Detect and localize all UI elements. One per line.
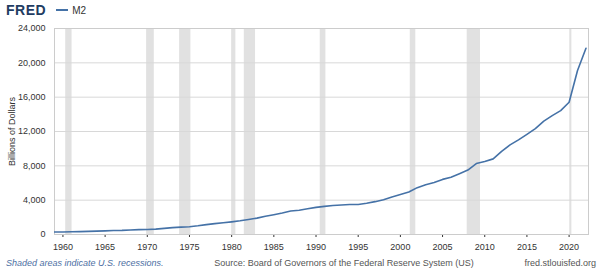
svg-text:Billions of Dollars: Billions of Dollars [7, 96, 17, 166]
html-text:M2: M2 [72, 4, 86, 16]
svg-text:20,000: 20,000 [18, 58, 46, 68]
svg-text:1990: 1990 [306, 242, 326, 252]
svg-text:1960: 1960 [53, 242, 73, 252]
svg-text:1985: 1985 [264, 242, 284, 252]
svg-text:2005: 2005 [433, 242, 453, 252]
svg-text:1980: 1980 [222, 242, 242, 252]
svg-text:8,000: 8,000 [23, 161, 46, 171]
svg-text:16,000: 16,000 [18, 92, 46, 102]
svg-text:12,000: 12,000 [18, 126, 46, 136]
svg-text:4,000: 4,000 [23, 195, 46, 205]
html-text:FRED: FRED [6, 2, 47, 18]
svg-text:2000: 2000 [390, 242, 410, 252]
html-text:fred.stlouisfed.org: fred.stlouisfed.org [524, 258, 596, 268]
html-text:Shaded areas indicate U.S. rec: Shaded areas indicate U.S. recessions. [6, 258, 164, 268]
svg-text:2015: 2015 [517, 242, 537, 252]
svg-text:2010: 2010 [475, 242, 495, 252]
svg-text:1965: 1965 [95, 242, 115, 252]
svg-text:24,000: 24,000 [18, 23, 46, 33]
svg-text:1970: 1970 [137, 242, 157, 252]
svg-text:1995: 1995 [348, 242, 368, 252]
svg-text:0: 0 [40, 229, 45, 239]
html-text:Source: Board of Governors of: Source: Board of Governors of the Federa… [214, 258, 474, 268]
svg-text:1975: 1975 [179, 242, 199, 252]
svg-text:2020: 2020 [559, 242, 579, 252]
